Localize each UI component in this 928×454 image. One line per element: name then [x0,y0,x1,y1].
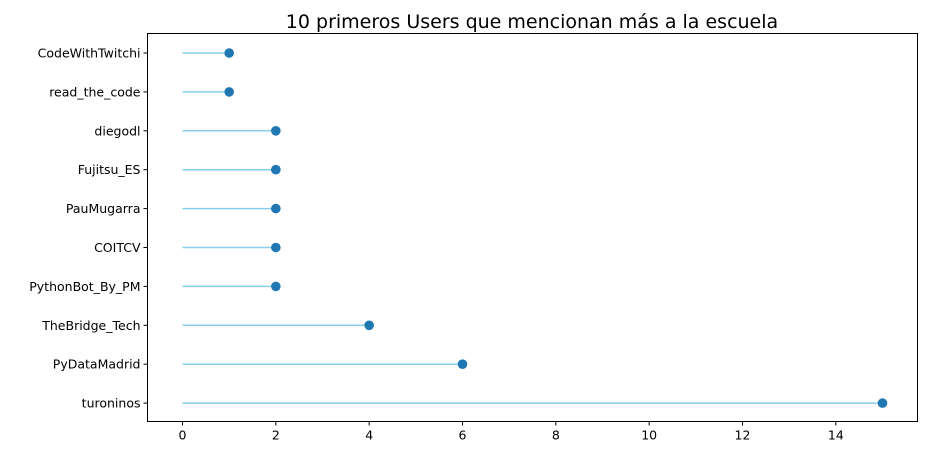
marker-diegodl [271,126,281,136]
marker-PauMugarra [271,203,281,214]
x-tick-label: 6 [459,428,467,443]
markers-layer [224,48,888,408]
marker-COITCV [271,242,281,253]
x-tick-label: 2 [272,428,280,443]
y-tick-label: read_the_code [49,84,141,99]
y-tick-label: diegodl [94,123,140,138]
chart-title: 10 primeros Users que mencionan más a la… [286,11,778,33]
x-tick-label: 10 [641,428,657,443]
y-tick-label: PyDataMadrid [53,357,141,372]
stems-layer [182,52,883,404]
x-tick-label: 4 [365,428,373,443]
x-axis-ticks: 0 2 4 6 8 10 12 14 [179,421,844,443]
x-tick-label: 12 [735,428,751,443]
y-tick-label: TheBridge_Tech [41,318,140,333]
plot-frame [147,33,918,422]
y-tick-label: turoninos [82,396,141,411]
x-tick-label: 14 [828,428,844,443]
x-tick-label: 8 [552,428,560,443]
marker-Fujitsu_ES [271,164,281,175]
y-axis-ticks: turoninos PyDataMadrid TheBridge_Tech Pytho… [29,46,148,411]
marker-read_the_code [224,87,234,97]
y-tick-label: Fujitsu_ES [78,162,141,177]
y-tick-label: PythonBot_By_PM [29,279,140,294]
x-tick-label: 0 [179,428,187,443]
y-tick-label: CodeWithTwitchi [38,46,141,61]
marker-PythonBot_By_PM [271,281,281,292]
marker-turoninos [877,398,888,408]
marker-TheBridge_Tech [364,320,374,331]
y-tick-label: PauMugarra [66,201,141,216]
y-tick-label: COITCV [94,240,141,255]
marker-CodeWithTwitchi [224,48,234,58]
marker-PyDataMadrid [457,359,468,370]
